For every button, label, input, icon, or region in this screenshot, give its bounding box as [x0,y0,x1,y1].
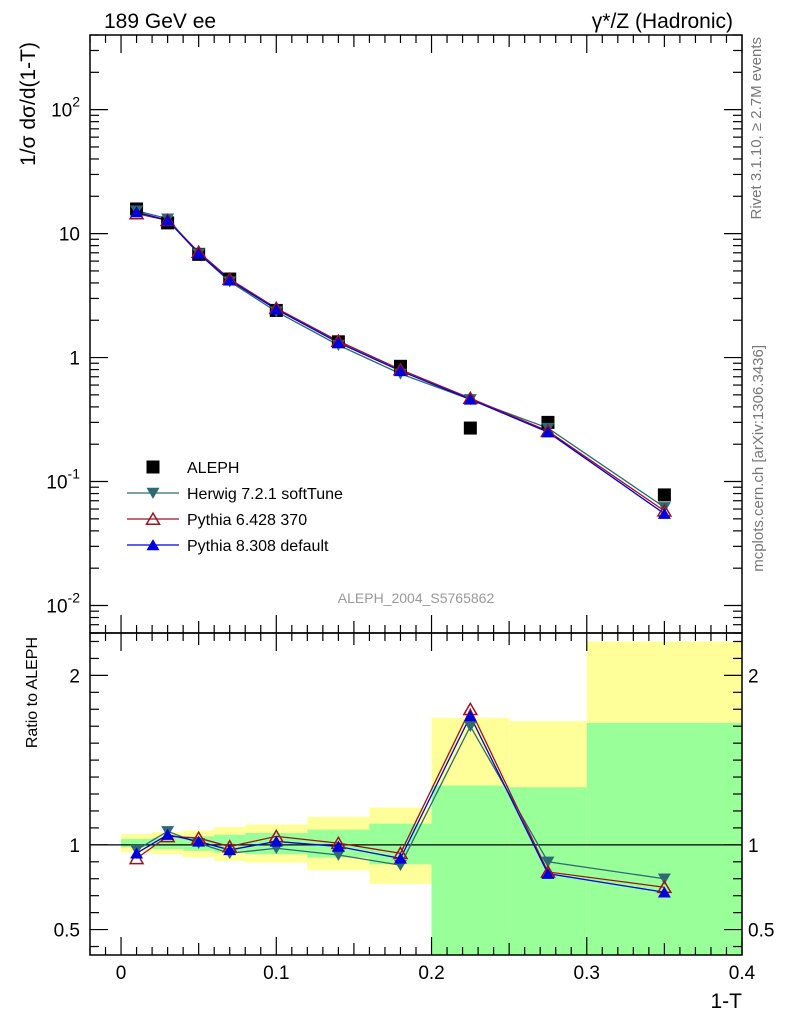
ratio-band-inner-7 [431,785,510,955]
main-point-pythia-8-308-default [463,393,477,405]
ratio-point-pythia-8-308-default [161,828,175,840]
main-y-axis-label: 1/σ dσ/d(1-T) [17,42,40,166]
main-point-pythia-8-308-default [331,336,345,348]
main-point-aleph [463,421,477,435]
main-y-tick-label: 10 [59,225,80,246]
header-left-label: 189 GeV ee [104,10,216,33]
header-right-label: γ*/Z (Hadronic) [592,10,733,33]
main-point-herwig-7-2-1-softtune [657,502,671,514]
main-point-pythia-8-308-default [192,247,206,259]
x-tick-label: 0.2 [418,963,444,984]
ratio-point-pythia-8-308-default [541,867,555,879]
main-point-pythia-8-308-default [393,365,407,377]
x-tick-label: 0.4 [729,963,756,984]
ratio-y-tick-label: 2 [69,666,80,687]
axis-ticks [89,34,743,955]
ratio-point-pythia-8-308-default [192,835,206,847]
ratio-point-pythia-8-308-default [269,835,283,847]
ratio-point-herwig-7-2-1-softtune [541,856,555,868]
main-line-pythia-8-308-default [136,211,665,515]
ratio-band-inner-1 [152,838,184,850]
ratio-uncertainty-bands [121,641,742,955]
legend: ALEPH Herwig 7.2.1 softTune Pythia 6.428 3… [127,460,343,555]
ratio-point-pythia-8-308-default [657,886,671,898]
mcplots-reference-label: mcplots.cern.ch [arXiv:1306.3436] [750,345,767,572]
main-point-pythia-8-308-default [541,426,555,438]
ratio-y-tick-label-right: 0.5 [748,921,774,942]
main-point-pythia-8-308-default [161,214,175,226]
x-tick-label: 0.1 [263,963,289,984]
x-tick-label: 0.3 [574,963,600,984]
ratio-point-herwig-7-2-1-softtune [657,873,671,885]
main-point-aleph [657,488,671,502]
x-tick-label: 0 [116,963,127,984]
ratio-line-pythia-6-428-370 [136,707,665,888]
series-lines [136,210,665,893]
tick-labels: 10-2 10-1 1 10 102 0.5 0.5 1 1 2 2 0 0.1 0.2 0.3 0.4 [46,94,774,984]
ratio-point-pythia-8-308-default [331,840,345,852]
ratio-line-pythia-8-308-default [136,714,665,893]
main-point-pythia-8-308-default [130,206,144,218]
series-markers [128,202,673,898]
ratio-y-tick-label-right: 1 [748,836,759,857]
ratio-point-herwig-7-2-1-softtune [463,721,477,733]
ratio-band-inner-0 [121,838,153,848]
rivet-version-label: Rivet 3.1.10, ≥ 2.7M events [748,37,765,220]
main-point-pythia-8-308-default [657,507,671,519]
main-y-tick-label: 10-1 [46,466,80,494]
legend-marker-aleph [146,460,160,474]
main-point-pythia-8-308-default [269,303,283,315]
main-point-pythia-8-308-default [223,274,237,286]
ratio-point-pythia-8-308-default [463,710,477,722]
analysis-watermark: ALEPH_2004_S5765862 [338,590,495,606]
ratio-y-axis-label: Ratio to ALEPH [24,637,41,748]
legend-label-herwig-7-2-1-softtune: Herwig 7.2.1 softTune [187,486,343,503]
ratio-point-pythia-8-308-default [393,852,407,864]
ratio-point-pythia-8-308-default [130,847,144,859]
legend-marker-pythia-6-428-370 [145,511,161,525]
legend-label-pythia-8-308-default: Pythia 8.308 default [187,538,329,555]
legend-label-pythia-6-428-370: Pythia 6.428 370 [187,512,307,529]
main-y-tick-label: 1 [69,349,80,370]
ratio-point-herwig-7-2-1-softtune [331,849,345,861]
ratio-point-pythia-8-308-default [223,844,237,856]
ratio-band-inner-9 [586,722,742,955]
ratio-y-tick-label-right: 2 [748,666,759,687]
legend-marker-herwig-7-2-1-softtune [146,487,160,499]
legend-marker-pythia-8-308-default [146,539,160,551]
main-y-tick-label: 10-2 [46,589,80,617]
ratio-y-tick-label: 0.5 [54,921,80,942]
x-axis-label: 1-T [711,990,743,1013]
ratio-y-tick-label: 1 [69,836,80,857]
legend-label-aleph: ALEPH [187,460,239,477]
main-y-tick-label: 102 [51,94,80,122]
